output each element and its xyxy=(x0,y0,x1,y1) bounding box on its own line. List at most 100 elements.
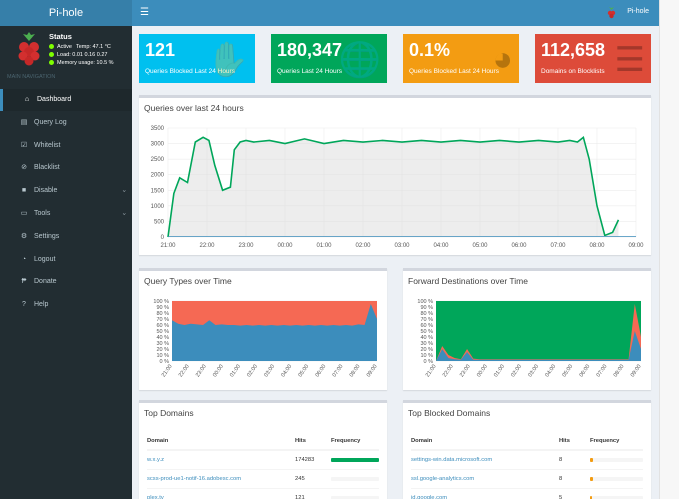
x-tick-label: 22:00 xyxy=(199,243,215,249)
frequency-bar-track xyxy=(331,476,379,481)
x-tick-label: 21:00 xyxy=(160,243,176,249)
tile-domains-value: 112,658 xyxy=(541,40,606,60)
sidebar-item-label: Tools xyxy=(34,210,51,217)
user-avatar-icon[interactable] xyxy=(606,6,617,19)
x-tick-label: 03:00 xyxy=(394,243,410,249)
series-area xyxy=(436,301,641,361)
table-row: w.x.y.z 174283 xyxy=(147,449,379,469)
logo[interactable]: Pi-hole xyxy=(0,0,132,26)
list-icon: ☰ xyxy=(614,41,645,79)
sidebar-item-whitelist[interactable]: ☑ Whitelist xyxy=(0,135,132,157)
y-tick-label: 2000 xyxy=(151,173,165,179)
frequency-cell xyxy=(590,468,643,488)
user-name[interactable]: Pi-hole xyxy=(627,8,649,15)
tile-percent-value: 0.1% xyxy=(409,40,451,60)
hits-cell: 5 xyxy=(559,487,590,499)
domain-link[interactable]: settings-win.data.microsoft.com xyxy=(411,456,493,463)
x-tick-label: 05:00 xyxy=(297,364,310,379)
col-frequency: Frequency xyxy=(590,433,643,451)
sidebar-item-disable[interactable]: ■ Disable ‹ xyxy=(0,180,132,202)
sidebar-item-logout[interactable]: ◔ Logout xyxy=(0,249,132,271)
sidebar-item-donate[interactable]: ₱ Donate xyxy=(0,271,132,293)
globe-icon: 🌐 xyxy=(338,41,381,79)
x-tick-label: 22:00 xyxy=(442,364,455,379)
query-types-title: Query Types over Time xyxy=(144,276,232,286)
y-tick-label: 70 % xyxy=(420,317,433,323)
domain-link[interactable]: id.google.com xyxy=(411,494,448,499)
file-icon: ▤ xyxy=(20,118,28,126)
frequency-bar-track xyxy=(590,476,643,481)
frequency-bar xyxy=(590,495,593,499)
y-tick-label: 50 % xyxy=(156,329,169,335)
frequency-bar xyxy=(590,457,594,462)
x-tick-label: 08:00 xyxy=(589,243,605,249)
series-area xyxy=(172,304,377,361)
x-tick-label: 06:00 xyxy=(579,364,592,379)
y-tick-label: 40 % xyxy=(156,335,169,341)
frequency-bar-track xyxy=(331,495,379,499)
y-tick-label: 20 % xyxy=(420,347,433,353)
frequency-bar xyxy=(331,457,379,462)
temp-label: Temp: 47.1 °C xyxy=(75,44,111,50)
check-icon: ☑ xyxy=(20,141,28,149)
memory-dot-icon xyxy=(49,60,54,66)
x-tick-label: 06:00 xyxy=(511,243,527,249)
sidebar-item-label: Whitelist xyxy=(34,141,61,149)
status-title: Status xyxy=(49,32,72,41)
sidebar-item-settings[interactable]: ⚙ Settings xyxy=(0,226,132,248)
status-load: Load: 0.01 0.16 0.27 xyxy=(49,52,107,58)
x-tick-label: 03:00 xyxy=(263,364,276,379)
sidebar-item-query-log[interactable]: ▤ Query Log xyxy=(0,112,132,134)
x-tick-label: 07:00 xyxy=(596,364,609,379)
top-blocked-title: Top Blocked Domains xyxy=(408,408,491,418)
x-tick-label: 23:00 xyxy=(195,364,208,379)
frequency-cell xyxy=(590,487,643,499)
home-icon: ⌂ xyxy=(24,96,30,103)
y-tick-label: 40 % xyxy=(420,335,433,341)
scrollbar[interactable] xyxy=(659,0,679,499)
sidebar-item-blacklist[interactable]: ⊘ Blacklist xyxy=(0,157,132,179)
x-tick-label: 09:00 xyxy=(366,364,379,379)
top-domains-table: Domain Hits Frequency w.x.y.z 174283 scss-… xyxy=(147,433,379,499)
domain-cell: id.google.com xyxy=(411,487,559,499)
x-tick-label: 01:00 xyxy=(316,243,332,249)
y-tick-label: 50 % xyxy=(420,329,433,335)
y-tick-label: 1500 xyxy=(151,188,165,194)
table-row: id.google.com 5 xyxy=(411,487,643,499)
y-tick-label: 500 xyxy=(154,219,165,225)
sidebar-toggle-icon[interactable]: ☰ xyxy=(140,7,149,18)
top-navbar: ☰ Pi-hole xyxy=(132,0,659,26)
status-active: Active Temp: 47.1 °C xyxy=(49,44,111,50)
table-row: ssl.google-analytics.com 8 xyxy=(411,468,643,488)
x-tick-label: 08:00 xyxy=(349,364,362,379)
domain-link[interactable]: ssl.google-analytics.com xyxy=(411,475,475,482)
y-tick-label: 90 % xyxy=(420,305,433,311)
frequency-cell xyxy=(331,468,379,488)
raspberry-logo-icon xyxy=(18,32,40,66)
sidebar-item-dashboard[interactable]: ⌂ Dashboard xyxy=(0,89,132,111)
x-tick-label: 04:00 xyxy=(280,364,293,379)
tile-queries-label: Queries Last 24 Hours xyxy=(277,68,343,75)
top-domains-panel: Top Domains Domain Hits Frequency w.x.y.… xyxy=(139,400,387,499)
tile-queries: 180,347 Queries Last 24 Hours 🌐 xyxy=(271,34,387,83)
sidebar-item-tools[interactable]: ▭ Tools ‹ xyxy=(0,203,132,225)
query-types-chart: 0 %10 %20 %30 %40 %50 %60 %70 %80 %90 %1… xyxy=(153,299,379,379)
hits-cell: 8 xyxy=(559,449,590,469)
tile-domains: 112,658 Domains on Blocklists ☰ xyxy=(535,34,651,83)
pie-chart-icon: ◕ xyxy=(492,40,513,78)
top-blocked-table: Domain Hits Frequency settings-win.data.… xyxy=(411,433,643,499)
x-tick-label: 02:00 xyxy=(355,243,371,249)
hits-cell: 174283 xyxy=(295,449,331,469)
col-domain: Domain xyxy=(147,433,295,451)
x-tick-label: 07:00 xyxy=(332,364,345,379)
domain-link[interactable]: plex.tv xyxy=(147,494,164,499)
domain-link[interactable]: w.x.y.z xyxy=(147,456,164,463)
y-tick-label: 2500 xyxy=(151,157,165,163)
forward-title: Forward Destinations over Time xyxy=(408,276,528,286)
tile-percent: 0.1% Queries Blocked Last 24 Hours ◕ xyxy=(403,34,519,83)
x-tick-label: 04:00 xyxy=(544,364,557,379)
sidebar-item-label: Blacklist xyxy=(34,164,60,172)
sidebar-item-help[interactable]: ? Help xyxy=(0,294,132,316)
x-tick-label: 00:00 xyxy=(476,364,489,379)
domain-link[interactable]: scss-prod-ue1-notif-16.adobesc.com xyxy=(147,475,242,482)
